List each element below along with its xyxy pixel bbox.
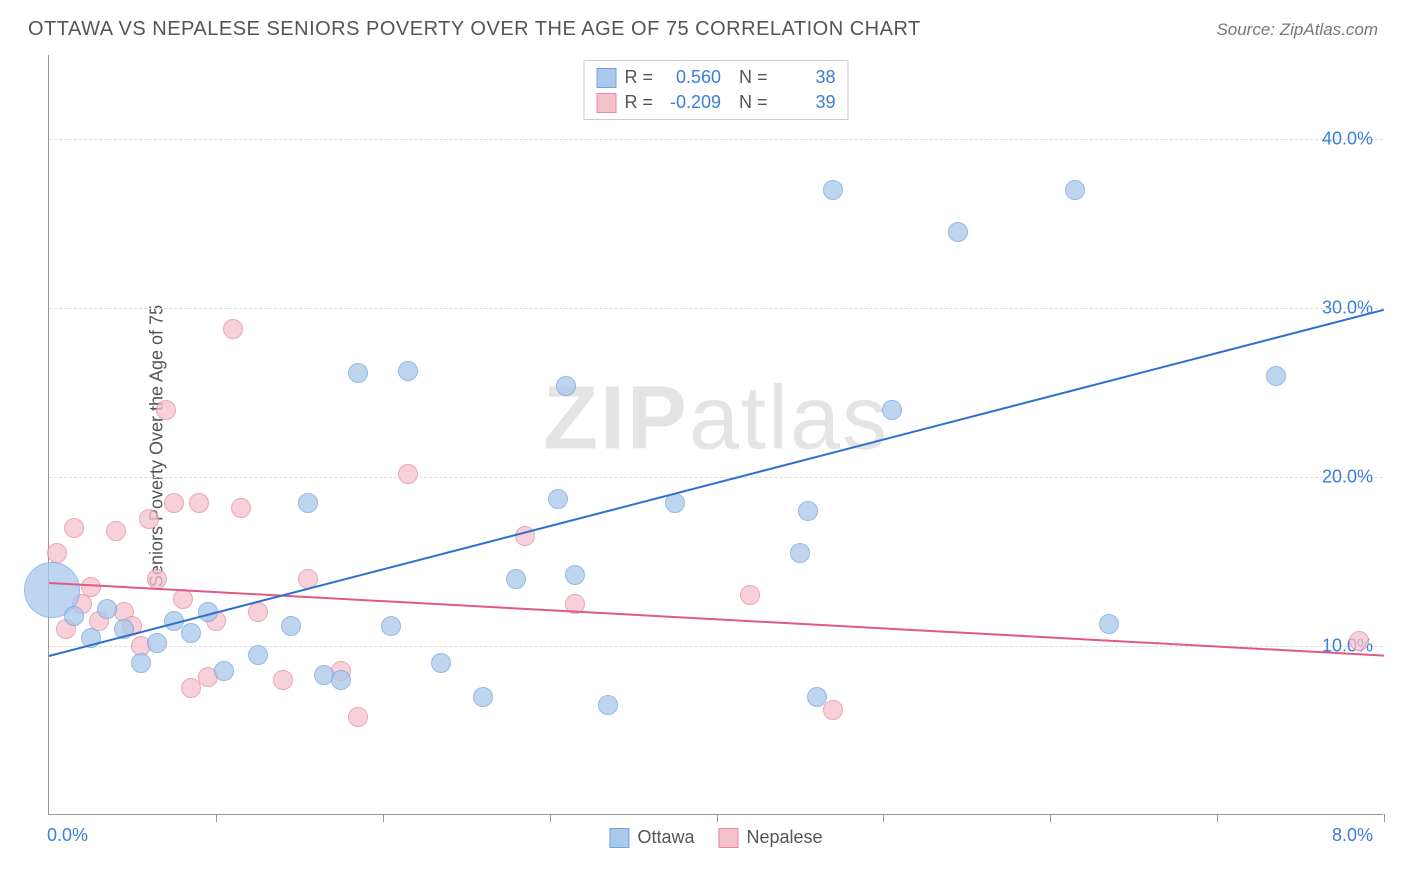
nepalese-point [139,509,159,529]
ottawa-point [181,623,201,643]
nepalese-point [164,493,184,513]
ottawa-point [431,653,451,673]
nepalese-point [248,602,268,622]
legend-item-nepalese: Nepalese [718,827,822,848]
swatch-ottawa-bottom [609,828,629,848]
header: OTTAWA VS NEPALESE SENIORS POVERTY OVER … [0,0,1406,49]
ottawa-point [398,361,418,381]
swatch-nepalese [596,93,616,113]
x-tick [883,814,884,822]
ottawa-point [556,376,576,396]
x-tick [216,814,217,822]
x-tick [1384,814,1385,822]
gridline [49,477,1383,478]
ottawa-point [598,695,618,715]
swatch-nepalese-bottom [718,828,738,848]
ottawa-point [64,606,84,626]
stats-row-ottawa: R = 0.560 N = 38 [596,65,835,90]
stats-legend-box: R = 0.560 N = 38 R = -0.209 N = 39 [583,60,848,120]
nepalese-point [1349,631,1369,651]
ottawa-point [381,616,401,636]
ottawa-point [823,180,843,200]
gridline [49,308,1383,309]
stats-row-nepalese: R = -0.209 N = 39 [596,90,835,115]
x-min-label: 0.0% [47,825,88,846]
chart-title: OTTAWA VS NEPALESE SENIORS POVERTY OVER … [28,18,921,41]
ottawa-point [331,670,351,690]
x-tick [717,814,718,822]
ottawa-point [1099,614,1119,634]
ottawa-point [1065,180,1085,200]
nepalese-point [740,585,760,605]
source-label: Source: ZipAtlas.com [1216,20,1378,40]
ottawa-point [790,543,810,563]
nepalese-point [173,589,193,609]
gridline [49,139,1383,140]
ottawa-point [214,661,234,681]
nepalese-point [81,577,101,597]
x-max-label: 8.0% [1332,825,1373,846]
nepalese-point [223,319,243,339]
ottawa-point [147,633,167,653]
nepalese-point [231,498,251,518]
ottawa-point [506,569,526,589]
ottawa-point [473,687,493,707]
ottawa-point [281,616,301,636]
ottawa-point [348,363,368,383]
ottawa-point [882,400,902,420]
y-tick-label: 40.0% [1322,129,1373,150]
nepalese-point [189,493,209,513]
nepalese-point [106,521,126,541]
ottawa-point [548,489,568,509]
swatch-ottawa [596,68,616,88]
ottawa-point [298,493,318,513]
ottawa-point [798,501,818,521]
ottawa-point [807,687,827,707]
ottawa-point [97,599,117,619]
nepalese-point [156,400,176,420]
ottawa-point [948,222,968,242]
nepalese-point [47,543,67,563]
ottawa-point [248,645,268,665]
x-tick [1050,814,1051,822]
y-tick-label: 20.0% [1322,467,1373,488]
chart-area: ZIPatlas R = 0.560 N = 38 R = -0.209 N =… [48,55,1383,815]
nepalese-point [398,464,418,484]
x-tick [1217,814,1218,822]
y-tick-label: 30.0% [1322,298,1373,319]
ottawa-point [565,565,585,585]
nepalese-point [823,700,843,720]
ottawa-point [131,653,151,673]
nepalese-point [273,670,293,690]
nepalese-point [64,518,84,538]
nepalese-point [348,707,368,727]
watermark: ZIPatlas [543,368,889,471]
x-tick [550,814,551,822]
ottawa-trendline [49,308,1384,656]
bottom-legend: Ottawa Nepalese [609,827,822,848]
nepalese-point [147,569,167,589]
x-tick [383,814,384,822]
ottawa-point [1266,366,1286,386]
legend-item-ottawa: Ottawa [609,827,694,848]
